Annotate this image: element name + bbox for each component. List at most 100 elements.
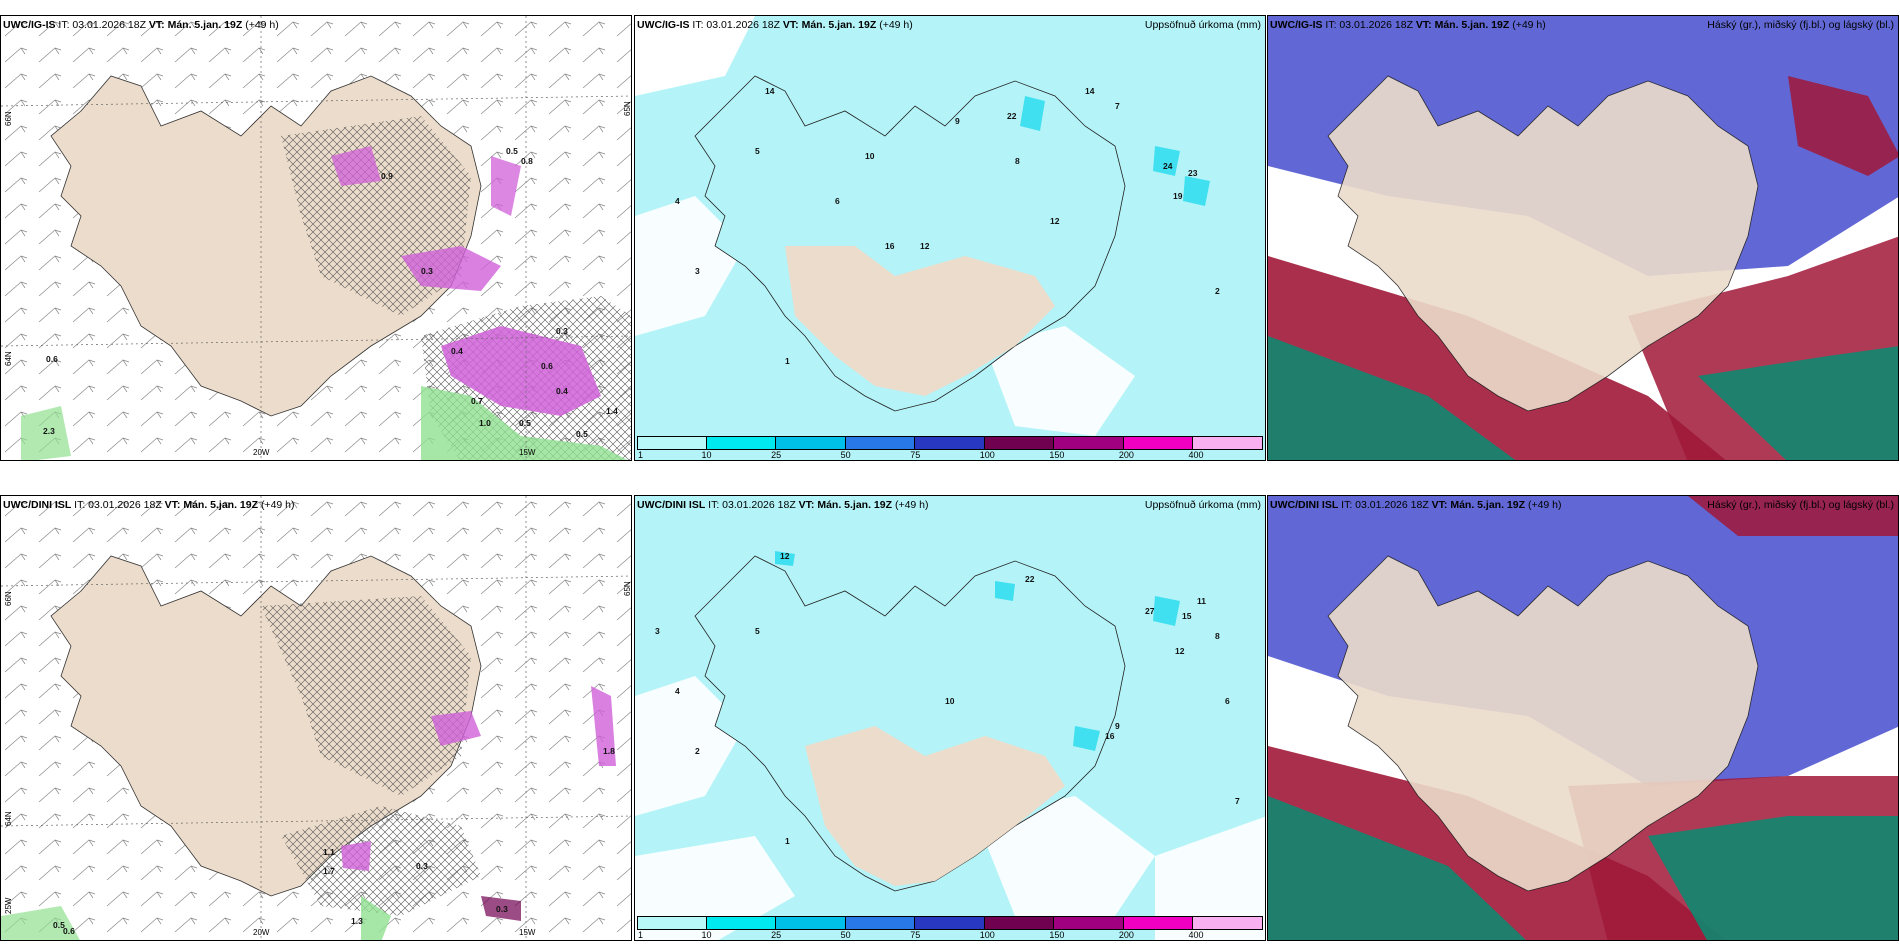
map-value: 4 (675, 196, 680, 206)
map-value: 10 (865, 151, 875, 161)
map-value: 14 (765, 86, 775, 96)
map-value: 0.9 (381, 171, 393, 181)
map-value: 12 (1050, 216, 1060, 226)
colorbar-tick-label: 200 (1118, 450, 1134, 460)
lat-label-64n: 64N (4, 351, 13, 366)
map-value: 24 (1163, 161, 1173, 171)
colorbar-swatch (637, 916, 707, 930)
colorbar-swatch (915, 436, 985, 450)
panel-wind-top: UWC/IG-IS IT: 03.01.2026 18Z VT: Mán. 5.… (0, 15, 632, 461)
map-value: 8 (1215, 631, 1220, 641)
map-value: 0.5 (576, 429, 588, 439)
map-precip-bottom (635, 496, 1265, 940)
colorbar-swatch (776, 916, 846, 930)
panel-title: Uppsöfnuð úrkoma (mm) (1144, 19, 1261, 31)
colorbar-swatch (915, 916, 985, 930)
colorbar-swatch (1123, 916, 1194, 930)
colorbar-swatch (984, 436, 1055, 450)
map-value: 0.5 (53, 920, 65, 930)
map-value: 1.4 (606, 406, 618, 416)
lat-label-65n: 65N (623, 581, 632, 596)
iceland-land (1327, 75, 1759, 412)
lon-label-20w: 20W (253, 928, 270, 937)
map-value: 3 (655, 626, 660, 636)
panel-header: UWC/DINI ISL IT: 03.01.2026 18Z VT: Mán.… (637, 499, 929, 511)
precip-colorbar: 1 10 25 50 75 100 150 200 400 (637, 916, 1263, 940)
lon-label-15w: 15W (519, 928, 536, 937)
map-value: 4 (675, 686, 680, 696)
colorbar-tick-label: 100 (979, 930, 995, 940)
map-cloud-bottom (1268, 496, 1898, 940)
map-value: 0.6 (63, 926, 75, 936)
panel-header: UWC/IG-IS IT: 03.01.2026 18Z VT: Mán. 5.… (1270, 19, 1546, 31)
colorbar-tick-label: 25 (771, 450, 782, 460)
map-value: 16 (885, 241, 895, 251)
colorbar-swatch (1123, 436, 1194, 450)
colorbar-tick-label: 75 (910, 930, 921, 940)
map-value: 27 (1145, 606, 1155, 616)
map-value: 16 (1105, 731, 1115, 741)
map-value: 0.3 (416, 861, 428, 871)
panel-header: UWC/DINI ISL IT: 03.01.2026 18Z VT: Mán.… (3, 499, 295, 511)
panel-header: UWC/IG-IS IT: 03.01.2026 18Z VT: Mán. 5.… (3, 19, 279, 31)
map-value: 11 (1197, 596, 1206, 606)
map-wind-bottom (1, 496, 631, 940)
colorbar-frame (637, 916, 1263, 930)
map-value: 9 (955, 116, 960, 126)
colorbar-tick-label: 400 (1188, 450, 1204, 460)
lat-label-25w: 25W (4, 897, 13, 914)
colorbar-swatch (1054, 436, 1124, 450)
map-value: 0.4 (556, 386, 568, 396)
colorbar-tick-label: 150 (1049, 930, 1065, 940)
map-value: 1.1 (323, 847, 335, 857)
panel-cloud-top: UWC/IG-IS IT: 03.01.2026 18Z VT: Mán. 5.… (1267, 15, 1899, 461)
map-value: 15 (1182, 611, 1192, 621)
map-value: 0.5 (506, 146, 518, 156)
map-value: 19 (1173, 191, 1183, 201)
map-value: 8 (1015, 156, 1020, 166)
map-value: 22 (1025, 574, 1035, 584)
map-value: 5 (755, 626, 760, 636)
map-value: 0.4 (451, 346, 463, 356)
map-value: 0.3 (556, 326, 568, 336)
map-value: 2 (1215, 286, 1220, 296)
colorbar-tick-label: 10 (701, 930, 712, 940)
map-value: 1.3 (351, 916, 363, 926)
map-value: 6 (835, 196, 840, 206)
lon-label-20w: 20W (253, 448, 270, 457)
map-value: 0.6 (541, 361, 553, 371)
panel-title: Háský (gr.), miðský (fj.bl.) og lágský (… (1707, 499, 1894, 511)
map-value: 1 (785, 356, 790, 366)
map-value: 12 (780, 551, 790, 561)
panel-header: UWC/DINI ISL IT: 03.01.2026 18Z VT: Mán.… (1270, 499, 1562, 511)
colorbar-tick-label: 50 (840, 450, 851, 460)
map-value: 7 (1115, 101, 1120, 111)
colorbar-swatch (845, 916, 916, 930)
map-value: 6 (1225, 696, 1230, 706)
panel-title: Háský (gr.), miðský (fj.bl.) og lágský (… (1707, 19, 1894, 31)
map-value: 2.3 (43, 426, 55, 436)
colorbar-frame (637, 436, 1263, 450)
map-value: 7 (1235, 796, 1240, 806)
colorbar-tick-label: 150 (1049, 450, 1065, 460)
map-value: 1.7 (323, 866, 335, 876)
map-value: 0.5 (519, 418, 531, 428)
colorbar-tick-label: 1 (638, 450, 644, 460)
colorbar-swatch (706, 436, 777, 450)
colorbar-tick-label: 200 (1118, 930, 1134, 940)
map-value: 3 (695, 266, 700, 276)
map-value: 1 (785, 836, 790, 846)
map-value: 12 (1175, 646, 1185, 656)
colorbar-tick-label: 400 (1188, 930, 1204, 940)
map-value: 2 (695, 746, 700, 756)
colorbar-swatch (776, 436, 846, 450)
map-cloud-top (1268, 16, 1898, 460)
lat-label-66n: 66N (4, 111, 13, 126)
lat-label-64n: 64N (4, 811, 13, 826)
colorbar-swatch (706, 916, 777, 930)
panel-header: UWC/IG-IS IT: 03.01.2026 18Z VT: Mán. 5.… (637, 19, 913, 31)
map-value: 10 (945, 696, 955, 706)
colorbar-tick-label: 50 (840, 930, 851, 940)
map-value: 1.8 (603, 746, 615, 756)
panel-precip-bottom: UWC/DINI ISL IT: 03.01.2026 18Z VT: Mán.… (634, 495, 1266, 941)
